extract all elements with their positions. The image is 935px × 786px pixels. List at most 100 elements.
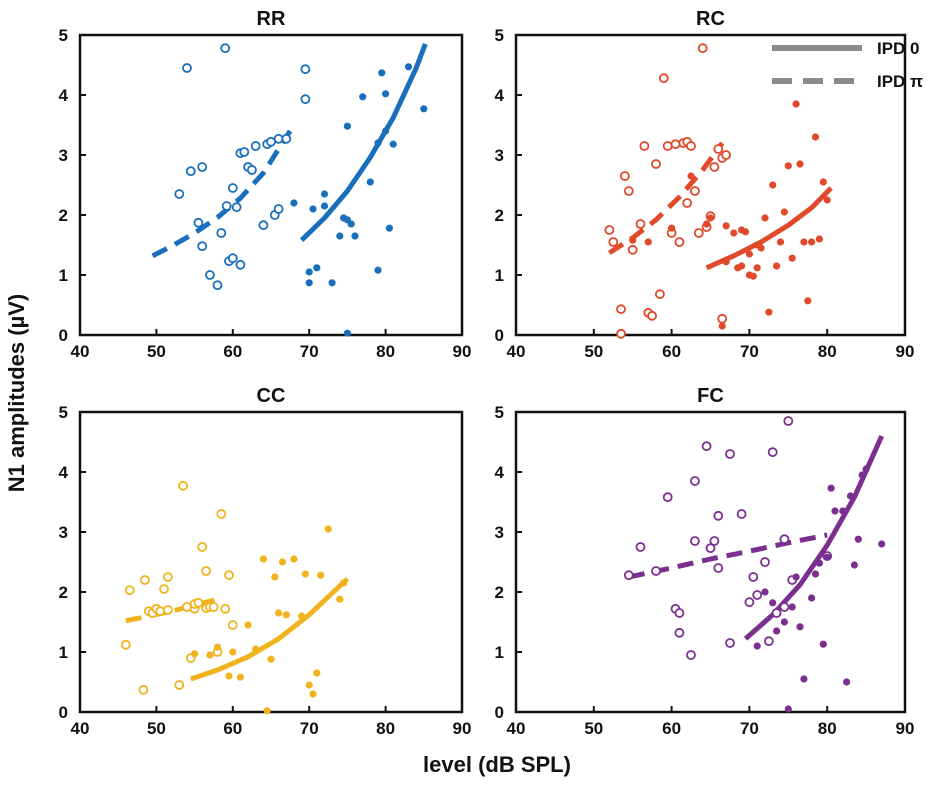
data-point-filled xyxy=(206,651,214,659)
data-point-open xyxy=(623,186,634,196)
x-tick-label: 90 xyxy=(453,342,472,361)
data-point-filled xyxy=(301,570,309,578)
data-point-filled xyxy=(629,236,637,244)
data-point-filled xyxy=(274,609,283,617)
data-point-open xyxy=(635,542,646,552)
x-tick-label: 90 xyxy=(453,719,472,738)
data-point-filled xyxy=(741,228,750,236)
data-point-open xyxy=(124,585,135,596)
y-tick-label: 0 xyxy=(495,703,504,722)
data-point-filled xyxy=(366,178,374,186)
x-tick-label: 40 xyxy=(71,719,90,738)
y-tick-label: 3 xyxy=(59,146,68,165)
data-point-open xyxy=(608,237,619,247)
y-tick-label: 4 xyxy=(59,463,69,482)
data-point-filled xyxy=(745,271,754,279)
data-point-open xyxy=(647,310,657,321)
data-point-open xyxy=(713,563,724,573)
data-point-filled xyxy=(324,525,332,533)
data-point-filled xyxy=(225,672,233,680)
data-point-filled xyxy=(858,471,866,479)
data-point-filled xyxy=(191,650,199,658)
y-tick-label: 0 xyxy=(495,326,504,345)
x-tick-label: 50 xyxy=(584,719,603,738)
data-point-filled xyxy=(309,205,317,213)
data-point-filled xyxy=(317,571,325,579)
data-point-open xyxy=(174,189,185,199)
panel-title: RR xyxy=(257,8,286,30)
data-point-open xyxy=(639,141,650,151)
data-point-open xyxy=(197,162,208,172)
legend-label-ipd0: IPD 0 xyxy=(877,39,920,58)
data-point-open xyxy=(674,608,685,618)
data-point-filled xyxy=(730,229,738,237)
data-point-open xyxy=(220,43,231,54)
panel-fc: FC 40 50 60 70 80 90 0 1 2 3 4 5 xyxy=(495,385,915,738)
data-point-filled xyxy=(351,232,359,240)
data-point-open xyxy=(155,606,166,617)
data-point-filled xyxy=(278,558,287,566)
data-point-filled xyxy=(765,308,773,316)
data-point-open xyxy=(300,64,311,75)
data-point-filled xyxy=(263,707,271,715)
data-point-filled xyxy=(305,681,313,689)
data-point-filled xyxy=(420,105,428,113)
panel-title: FC xyxy=(697,385,724,407)
fit-line-ipd-0 xyxy=(190,576,350,682)
fit-line-ipd-pi xyxy=(151,129,293,259)
x-tick-label: 60 xyxy=(662,719,681,738)
data-point-open xyxy=(701,441,712,452)
data-point-open xyxy=(767,447,778,458)
data-point-filled xyxy=(328,279,336,287)
axes-frame xyxy=(514,410,907,714)
x-tick-label: 90 xyxy=(896,719,915,738)
data-point-filled xyxy=(347,220,355,228)
data-point-open xyxy=(227,253,238,264)
y-tick-label: 1 xyxy=(59,643,68,662)
data-point-filled xyxy=(244,621,252,629)
data-point-open xyxy=(138,684,149,695)
data-point-filled xyxy=(313,669,321,677)
data-point-filled xyxy=(800,675,808,683)
data-point-filled xyxy=(320,190,329,198)
data-point-open xyxy=(623,570,634,581)
data-point-open xyxy=(224,570,234,581)
data-point-open xyxy=(764,636,774,647)
data-point-open xyxy=(216,509,227,519)
data-point-open xyxy=(760,557,770,567)
data-point-open xyxy=(736,509,747,519)
panel-cc: CC 40 50 60 70 80 90 0 1 2 3 4 5 xyxy=(59,385,472,738)
data-point-filled xyxy=(687,172,695,180)
data-point-open xyxy=(690,186,700,196)
data-point-open xyxy=(709,536,720,546)
x-tick-label: 60 xyxy=(223,719,242,738)
y-tick-label: 5 xyxy=(495,26,504,45)
data-point-open xyxy=(697,43,708,54)
panel-title: CC xyxy=(257,385,286,407)
data-point-open xyxy=(246,165,257,175)
data-point-filled xyxy=(854,535,862,543)
data-point-filled xyxy=(815,235,824,243)
data-point-filled xyxy=(878,540,886,548)
data-point-filled xyxy=(800,238,808,246)
data-point-open xyxy=(616,304,626,315)
data-point-filled xyxy=(359,93,367,101)
fit-line-ipd-0 xyxy=(299,43,428,242)
x-tick-label: 70 xyxy=(740,719,759,738)
data-point-filled xyxy=(267,655,275,663)
data-point-open xyxy=(779,534,790,545)
data-point-filled xyxy=(320,202,329,210)
data-point-open xyxy=(227,183,238,193)
data-point-filled xyxy=(381,127,390,135)
data-point-open xyxy=(216,228,227,238)
data-point-filled xyxy=(792,573,800,581)
data-point-open xyxy=(744,597,755,608)
data-point-filled xyxy=(753,241,761,249)
y-tick-label: 0 xyxy=(59,326,68,345)
data-point-filled xyxy=(807,238,816,246)
data-point-filled xyxy=(827,484,835,492)
fit-line-ipd-0 xyxy=(705,186,833,271)
data-point-filled xyxy=(788,254,796,262)
data-point-open xyxy=(690,476,700,486)
